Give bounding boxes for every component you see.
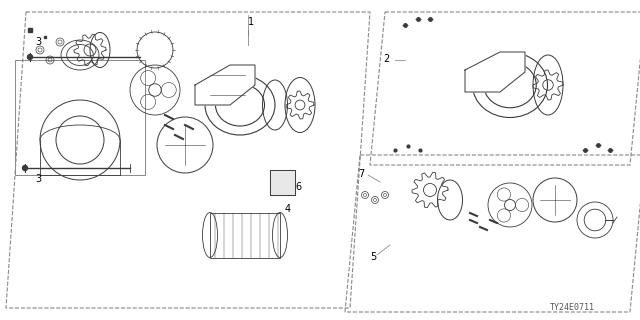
Polygon shape [195,65,255,105]
Text: 5: 5 [370,252,376,262]
Text: 3: 3 [35,174,41,184]
Text: 1: 1 [248,17,254,27]
Text: 7: 7 [358,169,364,179]
Text: 4: 4 [285,204,291,214]
Circle shape [22,165,28,171]
Text: 3: 3 [35,37,41,47]
Text: 6: 6 [295,182,301,192]
Polygon shape [270,170,295,195]
Circle shape [28,54,33,60]
Text: 2: 2 [383,54,389,64]
Polygon shape [465,52,525,92]
Text: TY24E0711: TY24E0711 [550,303,595,312]
